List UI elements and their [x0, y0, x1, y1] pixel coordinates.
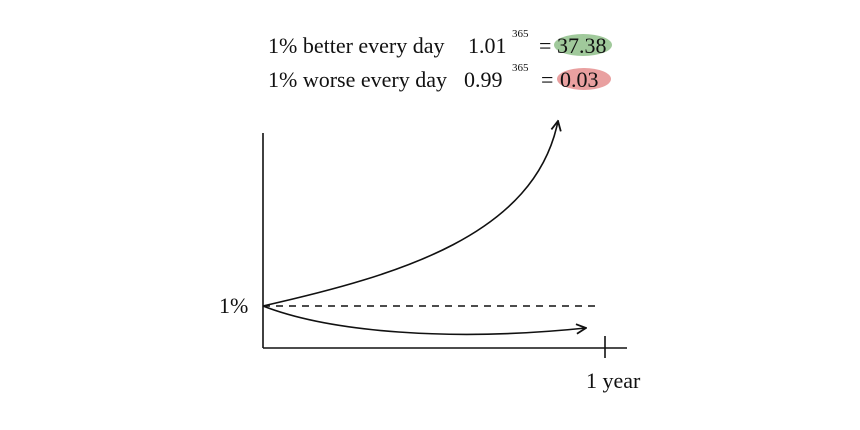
- decay-curve: [262, 305, 586, 336]
- growth-curve: [262, 121, 558, 307]
- equals: =: [541, 67, 553, 92]
- base: 1.01: [468, 33, 507, 58]
- x-label: 1 year: [586, 368, 641, 393]
- y-label: 1%: [219, 293, 248, 318]
- base: 0.99: [464, 67, 503, 92]
- exponent: 365: [512, 62, 529, 74]
- line-label: 1% better every day: [268, 33, 445, 58]
- result: 0.03: [560, 67, 599, 92]
- exponent: 365: [512, 28, 529, 40]
- line-label: 1% worse every day: [268, 67, 447, 92]
- highlight-red: [557, 68, 611, 90]
- highlight-green: [554, 34, 612, 56]
- result: 37.38: [557, 33, 607, 58]
- equals: =: [539, 33, 551, 58]
